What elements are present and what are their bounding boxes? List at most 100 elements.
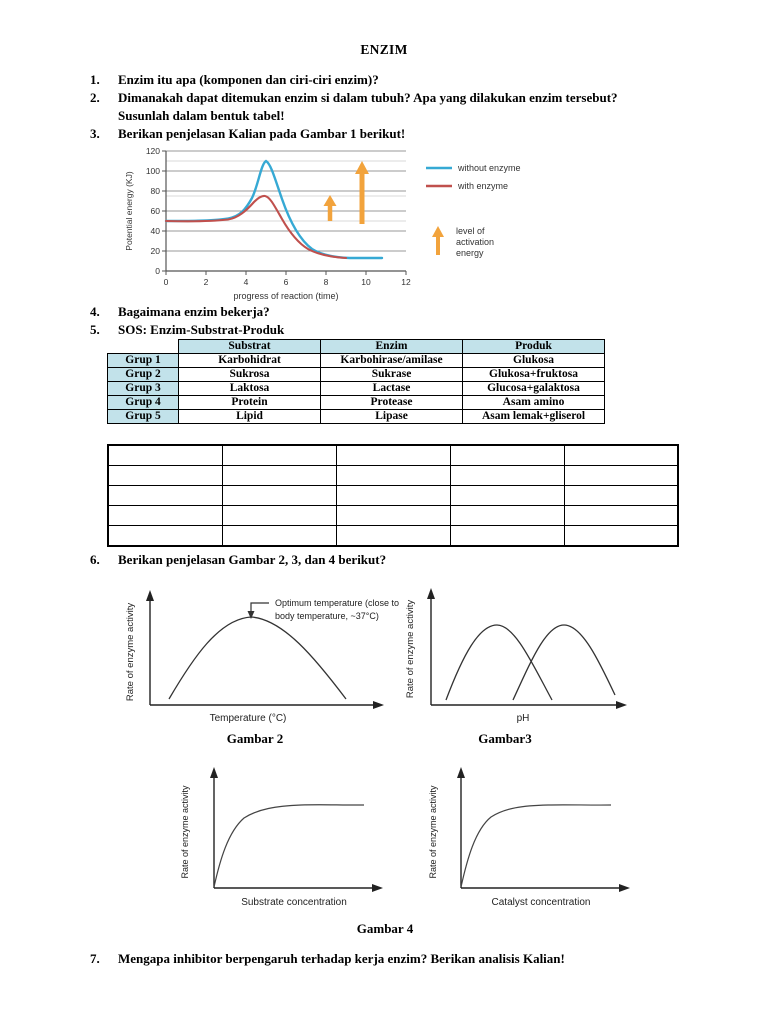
annotation-line: Optimum temperature (close to <box>275 598 399 608</box>
y-axis-arrowhead <box>210 767 218 778</box>
col-header-enzim: Enzim <box>320 339 463 354</box>
table-header-row: Substrat Enzim Produk <box>107 339 605 354</box>
y-axis-label: Rate of enzyme activity <box>180 785 190 879</box>
blank-cell <box>221 525 337 547</box>
question-number: 4. <box>90 304 100 319</box>
axes <box>460 776 621 889</box>
bell-curve-2 <box>512 624 616 701</box>
x-tick: 0 <box>164 277 169 287</box>
without-enzyme-curve <box>164 159 384 260</box>
table-row: Grup 3 Laktosa Lactase Glucosa+galaktosa <box>107 381 605 396</box>
cell: Glukosa <box>462 353 605 368</box>
question-text: Berikan penjelasan Gambar 2, 3, dan 4 be… <box>118 552 387 567</box>
blank-row <box>107 465 679 486</box>
y-axis-arrowhead <box>427 588 435 599</box>
gambar3-caption: Gambar3 <box>478 731 532 746</box>
saturation-curve <box>213 804 365 888</box>
gambar4-caption: Gambar 4 <box>356 921 414 936</box>
y-axis-arrowhead <box>457 767 465 778</box>
blank-cell <box>221 465 337 486</box>
x-axis-label: pH <box>517 713 530 724</box>
blank-cell <box>563 525 679 547</box>
blank-cell <box>107 444 223 466</box>
question-text: Enzim itu apa (komponen dan ciri-ciri en… <box>118 72 379 87</box>
row-header: Grup 2 <box>107 367 179 382</box>
cell: Protein <box>178 395 321 410</box>
question-number: 2. <box>90 90 100 105</box>
question-5: 5. SOS: Enzim-Substrat-Produk <box>90 321 710 339</box>
x-axis-label: Catalyst concentration <box>492 897 591 908</box>
enzyme-table: Substrat Enzim Produk Grup 1 Karbohidrat… <box>107 339 605 424</box>
blank-cell <box>107 505 223 526</box>
question-number: 6. <box>90 552 100 567</box>
gambar4b-catalyst-graph: Rate of enzyme activity Catalyst concent… <box>428 767 630 908</box>
blank-row <box>107 485 679 506</box>
gambar3-ph-graph: Rate of enzyme activity pH <box>405 588 627 724</box>
x-axis-label: Substrate concentration <box>241 897 347 908</box>
x-axis-arrowhead <box>372 884 383 892</box>
blank-cell <box>563 485 679 506</box>
y-tick: 0 <box>155 266 160 276</box>
legend-without-enzyme: without enzyme <box>457 163 521 173</box>
gridlines <box>166 150 406 252</box>
cell: Sukrase <box>320 367 463 382</box>
optimum-annotation-arrow <box>250 602 269 612</box>
x-axis-label: progress of reaction (time) <box>233 291 338 301</box>
blank-cell <box>107 525 223 547</box>
question-3: 3. Berikan penjelasan Kalian pada Gambar… <box>90 125 710 143</box>
y-axis-label: Rate of enzyme activity <box>428 785 438 879</box>
question-6: 6. Berikan penjelasan Gambar 2, 3, dan 4… <box>90 551 710 569</box>
col-header-substrat: Substrat <box>178 339 321 354</box>
blank-cell <box>335 444 451 466</box>
x-axis-arrowhead <box>373 701 384 709</box>
blank-cell <box>221 444 337 466</box>
blank-cell <box>449 444 565 466</box>
gambar4a-substrate-graph: Rate of enzyme activity Substrate concen… <box>180 767 383 908</box>
question-number: 7. <box>90 951 100 966</box>
cell: Lipase <box>320 409 463 424</box>
annotation-arrowhead <box>247 611 255 619</box>
y-axis-arrowhead <box>146 590 154 601</box>
cell: Laktosa <box>178 381 321 396</box>
blank-cell <box>449 465 565 486</box>
legend-arrow-icon <box>432 226 444 255</box>
blank-cell <box>335 505 451 526</box>
legend-arrow-label-line: energy <box>456 248 484 258</box>
blank-cell <box>335 485 451 506</box>
row-header: Grup 3 <box>107 381 179 396</box>
blank-cell <box>107 465 223 486</box>
question-text: Mengapa inhibitor berpengaruh terhadap k… <box>118 951 565 966</box>
gambar2-temperature-graph: Optimum temperature (close to body tempe… <box>125 590 399 724</box>
question-7: 7. Mengapa inhibitor berpengaruh terhada… <box>90 950 710 968</box>
y-tick: 60 <box>151 206 161 216</box>
table-row: Grup 5 Lipid Lipase Asam lemak+gliserol <box>107 409 605 424</box>
blank-cell <box>107 485 223 506</box>
page-title: ENZIM <box>360 42 408 57</box>
y-axis-label: Rate of enzyme activity <box>405 600 416 698</box>
x-tick: 4 <box>244 277 249 287</box>
cell: Asam amino <box>462 395 605 410</box>
blank-cell <box>449 505 565 526</box>
activation-energy-arrow-large <box>355 161 369 224</box>
y-tick: 100 <box>146 166 160 176</box>
blank-row <box>107 505 679 526</box>
table-row: Grup 1 Karbohidrat Karbohirase/amilase G… <box>107 353 605 368</box>
tick-marks <box>162 150 407 275</box>
row-header: Grup 1 <box>107 353 179 368</box>
question-text: Dimanakah dapat ditemukan enzim si dalam… <box>118 89 710 125</box>
gambar1-energy-chart: 0 20 40 60 80 100 120 0 2 4 6 8 10 12 Po… <box>124 146 521 301</box>
question-2: 2. Dimanakah dapat ditemukan enzim si da… <box>90 89 710 125</box>
cell: Glukosa+fruktosa <box>462 367 605 382</box>
cell: Protease <box>320 395 463 410</box>
blank-cell <box>563 444 679 466</box>
x-axis-arrowhead <box>619 884 630 892</box>
x-tick: 2 <box>204 277 209 287</box>
col-header-produk: Produk <box>462 339 605 354</box>
blank-row <box>107 444 679 466</box>
legend-with-enzyme: with enzyme <box>457 181 508 191</box>
gambar2-caption: Gambar 2 <box>226 731 284 746</box>
blank-cell <box>221 485 337 506</box>
y-tick-labels: 0 20 40 60 80 100 120 <box>146 146 160 276</box>
y-tick: 80 <box>151 186 161 196</box>
